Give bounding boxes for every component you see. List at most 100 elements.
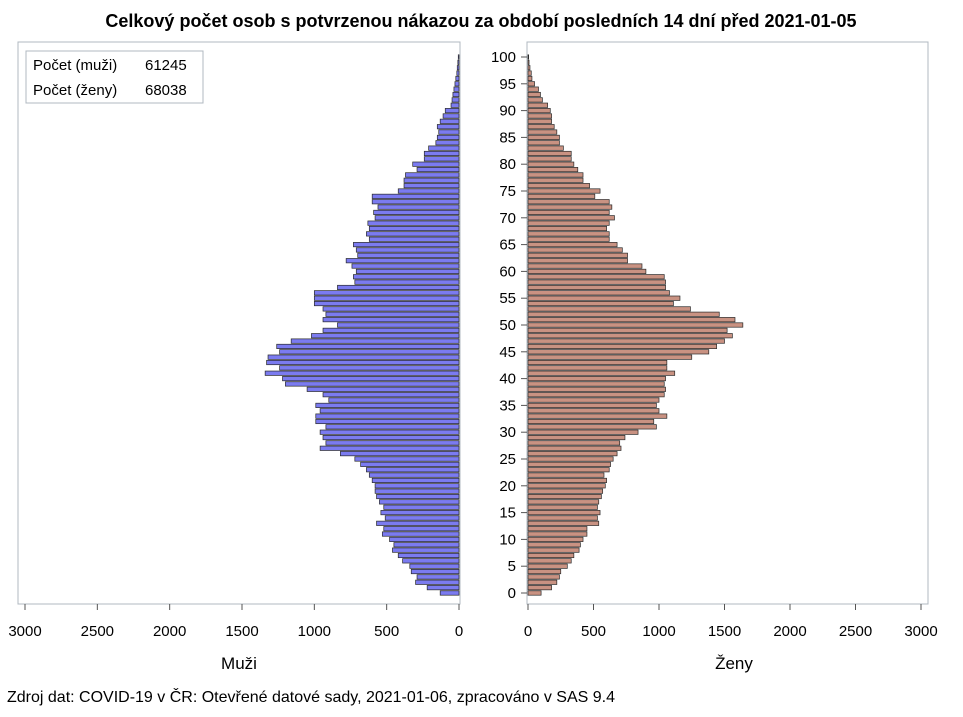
x-tick-left-label: 0 (455, 623, 463, 640)
bar-muzi-age-68 (368, 225, 460, 232)
bar-zeny-age-24 (527, 461, 611, 467)
bar-muzi-age-64 (355, 247, 460, 253)
bar-zeny-age-88 (527, 118, 552, 124)
bar-muzi-age-16 (383, 504, 460, 510)
age-tick-label: 45 (499, 344, 516, 361)
bar-muzi-age-46 (276, 343, 460, 349)
age-tick-label: 5 (508, 558, 516, 575)
left-panel-frame (17, 41, 461, 605)
chart-title: Celkový počet osob s potvrzenou nákazou … (105, 11, 856, 31)
bar-zeny-age-93 (527, 91, 541, 98)
bar-muzi-age-79 (416, 167, 460, 173)
x-tick-right-label: 1500 (708, 623, 741, 640)
age-tick-label: 40 (499, 371, 516, 388)
bar-muzi-age-37 (322, 392, 460, 398)
bar-muzi-age-22 (368, 472, 460, 478)
age-tick-label: 70 (499, 210, 516, 227)
bar-muzi-age-28 (325, 440, 460, 446)
bar-zeny-age-16 (527, 504, 598, 510)
bar-muzi-age-34 (319, 408, 460, 414)
x-tick-right-label: 0 (524, 623, 532, 640)
bar-muzi-age-13 (376, 520, 460, 526)
bar-muzi-age-88 (439, 118, 460, 124)
bar-muzi-age-51 (322, 317, 460, 323)
bar-muzi-age-100 (457, 54, 460, 60)
bar-muzi-age-66 (368, 236, 460, 242)
bar-zeny-age-82 (527, 150, 572, 157)
age-tick-label: 75 (499, 183, 516, 200)
bar-zeny-age-80 (527, 161, 575, 167)
age-tick-label: 25 (499, 451, 516, 468)
bar-zeny-age-37 (527, 392, 665, 398)
bar-zeny-age-51 (527, 317, 736, 323)
bar-muzi-age-83 (428, 145, 460, 151)
bar-muzi-age-35 (315, 402, 460, 408)
bar-muzi-age-70 (374, 215, 460, 221)
bar-zeny-age-20 (527, 483, 606, 489)
bar-zeny-age-18 (527, 493, 602, 500)
bar-muzi-age-72 (377, 204, 460, 210)
bar-zeny-age-86 (527, 129, 558, 135)
bar-zeny-age-3 (527, 574, 560, 580)
bar-muzi-age-65 (353, 242, 460, 248)
bar-muzi-age-9 (393, 542, 460, 548)
bar-zeny-age-84 (527, 140, 560, 146)
bar-zeny-age-69 (527, 220, 610, 226)
bar-zeny-age-60 (527, 268, 647, 274)
bar-zeny-age-59 (527, 274, 665, 280)
bar-zeny-age-98 (527, 65, 531, 71)
bar-zeny-age-48 (527, 333, 733, 339)
bar-zeny-age-81 (527, 156, 572, 162)
bar-zeny-age-45 (527, 349, 710, 355)
bar-zeny-age-35 (527, 402, 657, 408)
bar-zeny-age-2 (527, 579, 558, 585)
bar-zeny-age-27 (527, 445, 622, 451)
bar-zeny-age-29 (527, 435, 626, 441)
x-tick-left-label: 1000 (298, 623, 331, 640)
bar-muzi-age-76 (403, 183, 460, 189)
bar-zeny-age-30 (527, 429, 639, 435)
bar-zeny-age-32 (527, 418, 655, 425)
bar-muzi-age-20 (374, 483, 460, 489)
age-tick-label: 90 (499, 103, 516, 120)
bar-muzi-age-31 (325, 424, 460, 430)
age-tick-label: 95 (499, 76, 516, 93)
bar-muzi-age-96 (455, 75, 460, 81)
bar-muzi-age-85 (436, 134, 460, 140)
bar-muzi-age-5 (409, 563, 460, 569)
x-axis-right: 0 500 1000 1500 2000 2500 3000 (524, 604, 938, 640)
bar-muzi-age-98 (456, 65, 460, 71)
bar-zeny-age-91 (527, 102, 548, 108)
bar-muzi-age-25 (354, 456, 460, 462)
bar-zeny-age-13 (527, 520, 600, 526)
bar-zeny-age-63 (527, 252, 628, 258)
bar-zeny-age-61 (527, 263, 643, 269)
bar-muzi-age-60 (355, 268, 460, 274)
age-tick-label: 10 (499, 531, 516, 548)
bar-muzi-age-41 (264, 370, 460, 376)
bar-zeny-age-22 (527, 472, 605, 478)
bar-muzi-age-82 (423, 150, 460, 157)
bar-zeny-age-64 (527, 247, 623, 253)
bar-zeny-age-70 (527, 215, 615, 221)
bar-muzi-age-81 (423, 156, 460, 162)
bar-muzi-age-39 (285, 381, 460, 387)
bar-muzi-age-29 (322, 435, 460, 441)
x-tick-left-label: 500 (374, 623, 399, 640)
bar-muzi-age-23 (366, 467, 460, 473)
bar-muzi-age-87 (436, 124, 460, 130)
bar-zeny-age-10 (527, 536, 584, 542)
bar-muzi-age-21 (371, 477, 460, 483)
bar-muzi-age-67 (366, 231, 460, 237)
bar-muzi-age-58 (354, 279, 460, 285)
bar-zeny-age-68 (527, 225, 607, 232)
right-panel-frame (526, 41, 929, 605)
bar-zeny-age-62 (527, 258, 628, 264)
bar-zeny-age-8 (527, 547, 580, 553)
bar-muzi-age-59 (353, 274, 460, 280)
bar-muzi-age-36 (328, 397, 460, 403)
bar-muzi-age-3 (416, 574, 460, 580)
legend-value-women: 68038 (145, 82, 187, 99)
bar-zeny-age-7 (527, 552, 575, 559)
